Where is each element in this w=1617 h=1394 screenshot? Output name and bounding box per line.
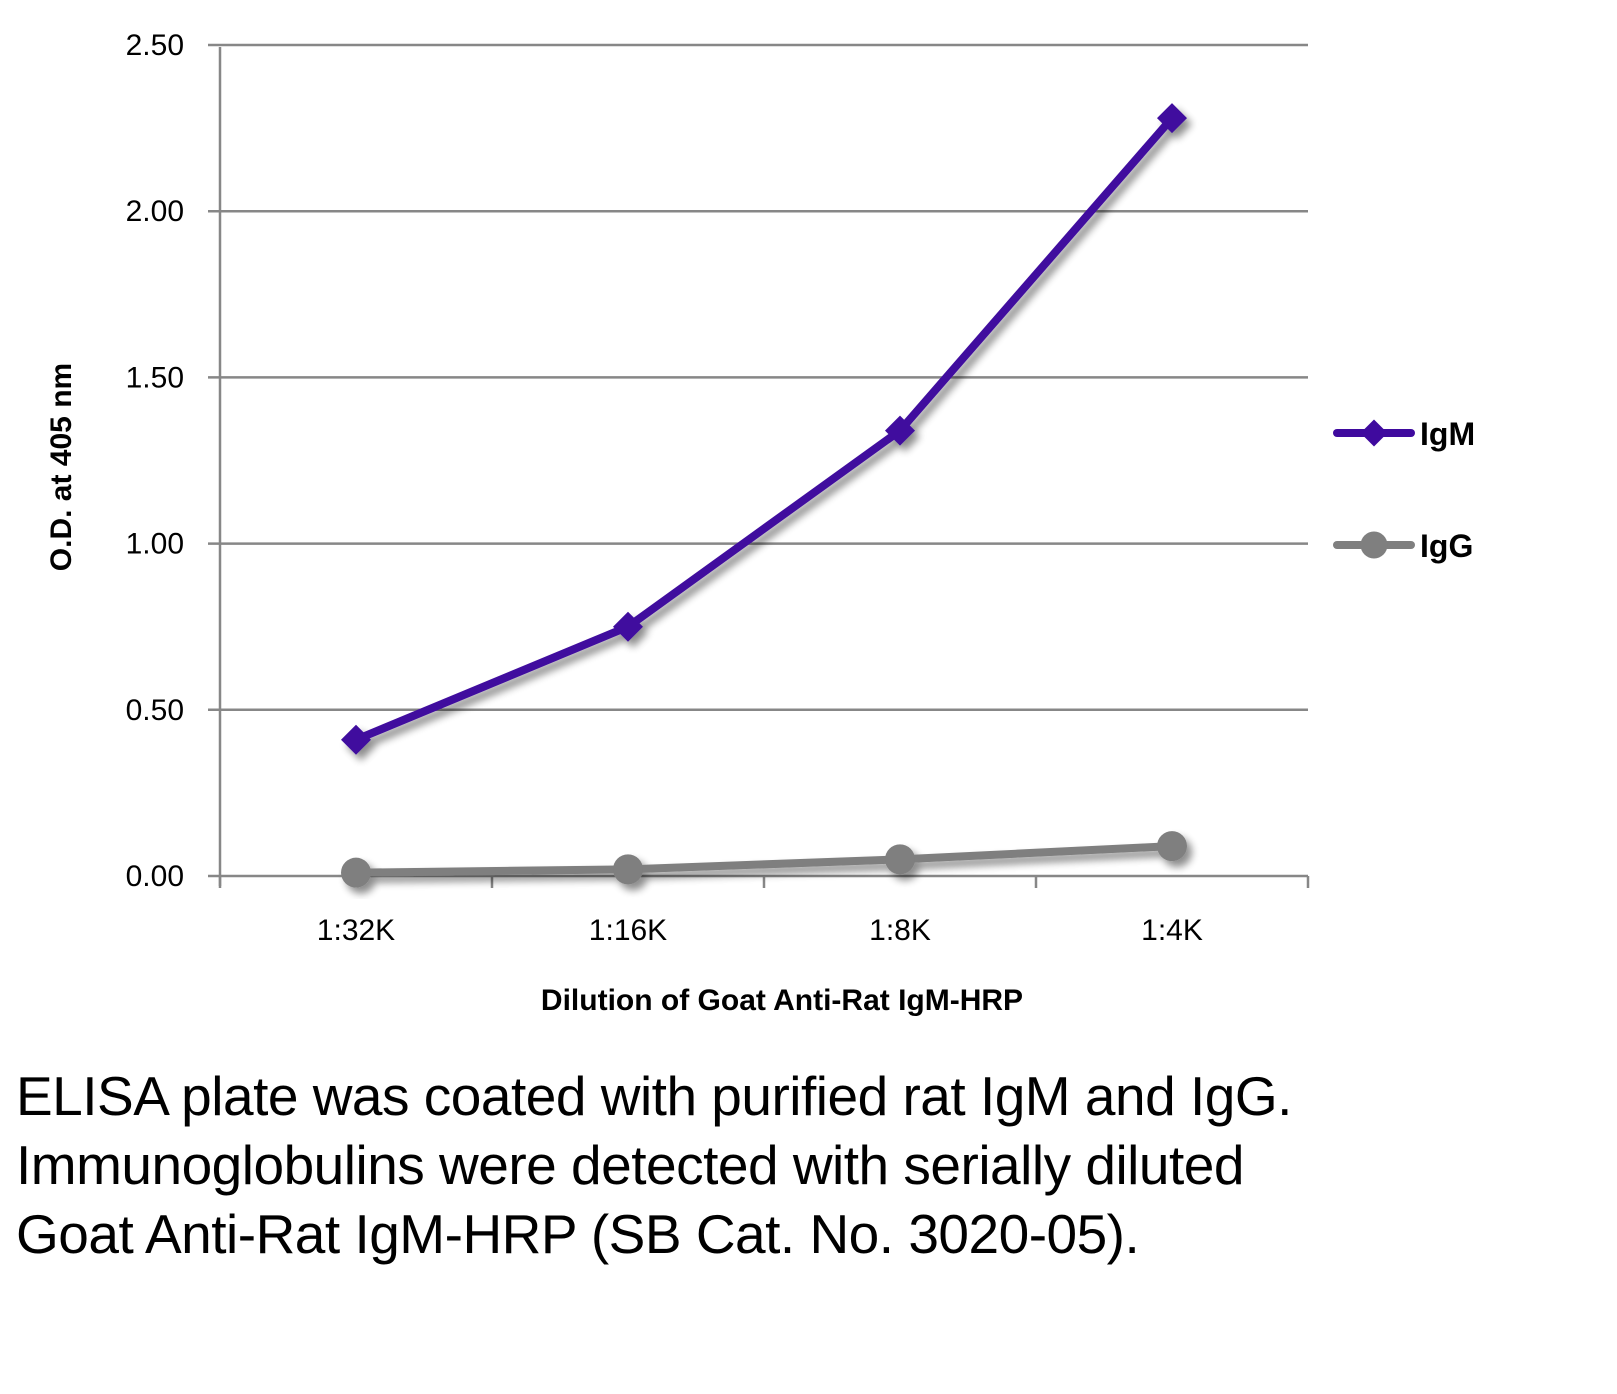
x-axis-title: Dilution of Goat Anti-Rat IgM-HRP xyxy=(541,984,1023,1017)
circle-marker xyxy=(1360,531,1388,559)
diamond-marker xyxy=(1157,103,1187,134)
x-tick-labels: 1:32K 1:16K 1:8K 1:4K xyxy=(317,914,1203,947)
diamond-marker xyxy=(613,611,643,642)
legend-label: IgM xyxy=(1420,416,1475,452)
x-tick-label: 1:16K xyxy=(589,914,667,947)
y-tick-label: 2.50 xyxy=(126,29,184,62)
series-igg xyxy=(341,831,1187,888)
y-tick-label: 0.50 xyxy=(126,694,184,727)
legend-item-igg: IgG xyxy=(1333,528,1473,564)
diamond-marker xyxy=(1360,419,1388,447)
x-tick-label: 1:4K xyxy=(1141,914,1203,947)
x-tick-label: 1:8K xyxy=(869,914,931,947)
x-tick-label: 1:32K xyxy=(317,914,395,947)
y-tick-label: 0.00 xyxy=(126,860,184,893)
legend-item-igm: IgM xyxy=(1333,416,1475,452)
series-group xyxy=(341,103,1187,888)
diamond-marker xyxy=(885,415,915,446)
line-chart: 0.000.501.001.502.002.50 1:32K 1:16K 1:8K 1… xyxy=(45,29,1475,1017)
legend-label: IgG xyxy=(1420,528,1473,564)
y-tick-label: 1.50 xyxy=(126,361,184,394)
axes xyxy=(218,47,1310,888)
y-tick-labels: 0.00 0.50 1.00 1.50 2.00 2.50 xyxy=(126,29,184,893)
diamond-marker xyxy=(341,724,371,755)
figure-caption: ELISA plate was coated with purified rat… xyxy=(16,1065,1292,1265)
series-line xyxy=(354,115,1176,744)
circle-marker xyxy=(885,844,915,875)
y-tick-label: 2.00 xyxy=(126,195,184,228)
legend: IgM IgG xyxy=(1333,416,1475,564)
series-igm xyxy=(341,103,1187,755)
circle-marker xyxy=(613,854,643,885)
gridlines xyxy=(208,43,1308,878)
series-line xyxy=(355,842,1173,877)
circle-marker xyxy=(341,857,371,888)
circle-marker xyxy=(1157,831,1187,862)
y-tick-label: 1.00 xyxy=(126,528,184,561)
y-axis-title: O.D. at 405 nm xyxy=(45,363,78,571)
